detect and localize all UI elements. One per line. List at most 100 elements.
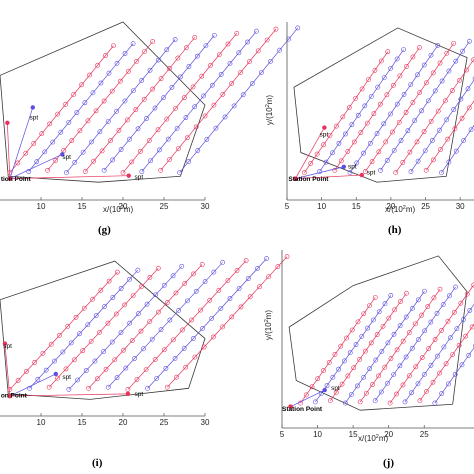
survey-marker — [376, 149, 382, 155]
survey-marker — [90, 90, 96, 96]
survey-marker — [71, 92, 77, 97]
survey-marker — [321, 368, 326, 373]
survey-marker — [398, 138, 404, 143]
survey-marker — [106, 70, 112, 76]
panel-h: 5 10 15 20 25 30 spt spt spt Station Point x/(102m… — [265, 22, 474, 236]
survey-marker — [109, 339, 115, 345]
survey-marker — [207, 297, 213, 303]
survey-marker — [220, 324, 225, 330]
survey-marker — [93, 108, 99, 114]
spt-label: spt — [30, 114, 39, 121]
survey-marker — [144, 301, 150, 307]
route-line — [295, 174, 362, 179]
survey-marker — [440, 302, 446, 307]
survey-marker — [391, 372, 397, 377]
x-tick-label: 15 — [349, 430, 358, 439]
survey-marker — [437, 286, 443, 292]
survey-marker — [246, 59, 252, 65]
survey-marker — [103, 53, 108, 58]
survey-marker — [404, 64, 409, 69]
survey-marker — [200, 326, 205, 331]
survey-marker — [105, 320, 111, 326]
survey-marker — [46, 384, 52, 390]
station-point-label: Station Point — [288, 176, 329, 183]
survey-marker — [324, 383, 330, 388]
survey-marker — [443, 361, 449, 367]
survey-marker — [333, 390, 339, 395]
survey-marker — [125, 387, 131, 392]
survey-marker — [155, 265, 161, 271]
survey-marker — [388, 292, 394, 298]
survey-marker — [403, 290, 409, 296]
survey-marker — [453, 58, 459, 64]
survey-marker — [164, 300, 170, 305]
survey-marker — [192, 35, 198, 40]
survey-marker — [213, 125, 219, 131]
survey-marker — [415, 297, 421, 303]
survey-marker — [122, 98, 128, 104]
survey-marker — [193, 124, 199, 130]
survey-marker — [397, 323, 403, 329]
survey-marker — [256, 284, 262, 290]
survey-marker — [169, 84, 175, 90]
survey-marker — [428, 118, 434, 124]
survey-marker — [347, 350, 353, 356]
panel-i: 10 15 20 25 30 spt spt spt on Point (i) — [0, 254, 290, 469]
spt-point — [2, 341, 8, 346]
survey-marker — [401, 47, 407, 52]
survey-marker — [453, 284, 458, 290]
survey-marker — [202, 279, 208, 285]
survey-marker — [190, 84, 196, 90]
survey-marker — [130, 88, 136, 94]
survey-marker — [73, 314, 79, 320]
survey-marker — [380, 323, 386, 329]
survey-marker — [179, 263, 185, 269]
survey-marker — [275, 264, 281, 270]
x-tick-label: 25 — [421, 202, 430, 211]
survey-marker — [147, 275, 153, 280]
survey-marker — [366, 77, 371, 82]
survey-marker — [122, 51, 128, 56]
survey-marker — [430, 379, 436, 385]
survey-marker — [92, 358, 98, 364]
station-point-marker — [7, 176, 13, 181]
route-line — [7, 122, 11, 179]
y-axis-label: y/(102m) — [265, 95, 274, 126]
survey-marker — [451, 309, 457, 315]
survey-line — [127, 260, 247, 390]
survey-marker — [127, 320, 133, 326]
survey-marker — [363, 390, 369, 396]
survey-marker — [32, 359, 38, 365]
survey-marker — [460, 48, 466, 54]
route-line — [4, 343, 11, 397]
survey-marker — [240, 92, 246, 98]
survey-marker — [26, 169, 32, 174]
survey-marker — [370, 382, 375, 387]
survey-marker — [385, 49, 391, 55]
survey-marker — [86, 385, 91, 391]
survey-marker — [351, 139, 357, 145]
survey-marker — [466, 105, 472, 111]
survey-marker — [183, 45, 189, 51]
spt-label: spt — [62, 374, 71, 381]
survey-marker — [327, 133, 333, 138]
survey-marker — [135, 126, 141, 132]
survey-marker — [191, 271, 196, 277]
survey-marker — [164, 384, 170, 390]
spt-point — [53, 371, 58, 377]
survey-marker — [258, 70, 264, 75]
survey-marker — [467, 38, 472, 44]
survey-marker — [437, 370, 442, 376]
survey-marker — [234, 30, 240, 36]
spt-point — [5, 120, 10, 126]
survey-marker — [313, 399, 318, 405]
survey-marker — [409, 345, 415, 351]
survey-marker — [139, 284, 144, 289]
survey-marker — [134, 377, 140, 382]
survey-marker — [369, 159, 375, 165]
route-line — [290, 389, 325, 407]
survey-line — [122, 33, 238, 173]
survey-marker — [173, 105, 178, 111]
survey-marker — [465, 86, 471, 92]
panel-g: 10 15 20 25 30 spt spt spt tion Point x/(102m) (g) — [0, 21, 301, 236]
